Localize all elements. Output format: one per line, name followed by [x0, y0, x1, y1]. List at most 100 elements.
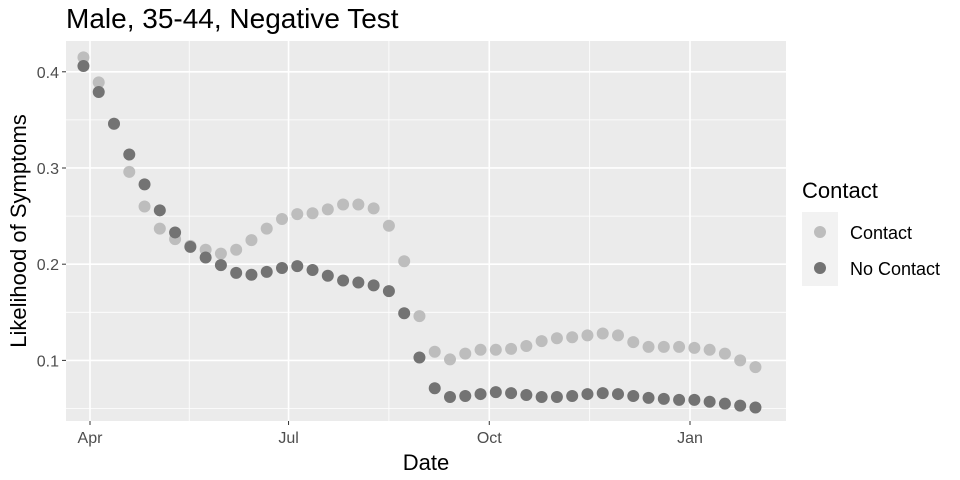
point-no-contact — [413, 351, 426, 364]
point-contact — [245, 234, 258, 247]
legend: Contact Contact No Contact — [802, 178, 940, 286]
x-axis-title: Date — [403, 450, 449, 475]
point-contact — [291, 208, 304, 221]
point-contact — [596, 327, 609, 340]
point-contact — [153, 222, 166, 235]
point-contact — [352, 198, 365, 211]
point-no-contact — [505, 387, 518, 400]
point-no-contact — [123, 148, 136, 161]
data-points — [77, 51, 762, 414]
point-no-contact — [566, 389, 579, 402]
legend-key-no-contact — [814, 262, 826, 274]
point-no-contact — [199, 251, 212, 264]
point-contact — [276, 212, 288, 225]
x-tick-label: Apr — [78, 430, 104, 447]
point-no-contact — [291, 260, 304, 273]
point-contact — [535, 335, 548, 348]
legend-label-contact: Contact — [850, 223, 912, 243]
x-tick-label: Jul — [278, 430, 298, 447]
point-contact — [566, 331, 579, 344]
point-no-contact — [612, 388, 624, 401]
point-contact — [260, 222, 273, 235]
point-contact — [703, 343, 716, 356]
point-contact — [230, 243, 243, 256]
legend-label-no-contact: No Contact — [850, 259, 940, 279]
point-no-contact — [627, 389, 640, 402]
point-contact — [382, 219, 395, 232]
point-no-contact — [382, 285, 395, 298]
point-contact — [734, 354, 747, 367]
point-no-contact — [245, 268, 258, 281]
point-no-contact — [428, 382, 441, 395]
point-no-contact — [398, 307, 411, 320]
y-tick-label: 0.2 — [37, 257, 59, 274]
gridlines — [66, 41, 786, 421]
point-contact — [92, 76, 105, 89]
point-no-contact — [306, 263, 319, 276]
point-no-contact — [92, 85, 105, 98]
plot-panel — [66, 41, 786, 421]
point-contact — [550, 332, 563, 345]
point-contact — [337, 198, 350, 211]
point-no-contact — [77, 60, 90, 73]
point-no-contact — [169, 226, 182, 239]
point-contact — [673, 340, 686, 353]
point-contact — [489, 343, 502, 356]
chart-title: Male, 35-44, Negative Test — [66, 3, 399, 34]
y-tick-label: 0.3 — [37, 161, 59, 178]
point-contact — [321, 203, 334, 216]
point-no-contact — [184, 240, 197, 253]
point-contact — [642, 340, 655, 353]
y-tick-label: 0.1 — [37, 353, 59, 370]
point-no-contact — [337, 274, 350, 287]
point-no-contact — [444, 390, 456, 403]
point-no-contact — [688, 393, 701, 406]
point-no-contact — [703, 395, 716, 408]
point-no-contact — [718, 397, 731, 410]
y-tick-label: 0.4 — [37, 65, 59, 82]
y-axis-title: Likelihood of Symptoms — [6, 114, 31, 348]
point-no-contact — [642, 391, 655, 404]
point-no-contact — [673, 393, 686, 406]
point-contact — [749, 361, 762, 374]
point-no-contact — [459, 389, 472, 402]
point-contact — [612, 329, 624, 342]
point-contact — [474, 343, 487, 356]
point-no-contact — [474, 388, 487, 401]
point-contact — [581, 329, 594, 342]
point-no-contact — [734, 399, 747, 412]
point-no-contact — [138, 178, 151, 191]
point-contact — [444, 353, 456, 366]
point-contact — [520, 339, 533, 352]
point-contact — [657, 340, 670, 353]
point-no-contact — [276, 262, 288, 275]
point-no-contact — [230, 266, 243, 279]
point-no-contact — [749, 401, 762, 414]
legend-key-background — [802, 212, 838, 286]
point-contact — [718, 347, 731, 360]
point-contact — [138, 200, 151, 213]
point-no-contact — [214, 259, 227, 272]
point-contact — [627, 336, 640, 349]
point-no-contact — [321, 269, 334, 282]
point-contact — [413, 310, 426, 323]
point-no-contact — [581, 388, 594, 401]
legend-key-contact — [814, 226, 826, 238]
point-no-contact — [550, 390, 563, 403]
point-no-contact — [489, 386, 502, 399]
legend-title: Contact — [802, 178, 878, 203]
point-no-contact — [520, 389, 533, 402]
point-no-contact — [260, 265, 273, 278]
point-contact — [688, 341, 701, 354]
x-tick-label: Jan — [677, 430, 703, 447]
axis-ticks: 0.1 0.2 0.3 0.4 Apr Jul Oct Jan — [37, 65, 703, 447]
point-no-contact — [596, 387, 609, 400]
point-contact — [459, 347, 472, 360]
x-tick-label: Oct — [477, 430, 502, 447]
point-contact — [505, 342, 518, 355]
point-no-contact — [535, 390, 548, 403]
point-contact — [398, 255, 411, 268]
point-contact — [123, 165, 136, 178]
point-no-contact — [367, 279, 380, 292]
